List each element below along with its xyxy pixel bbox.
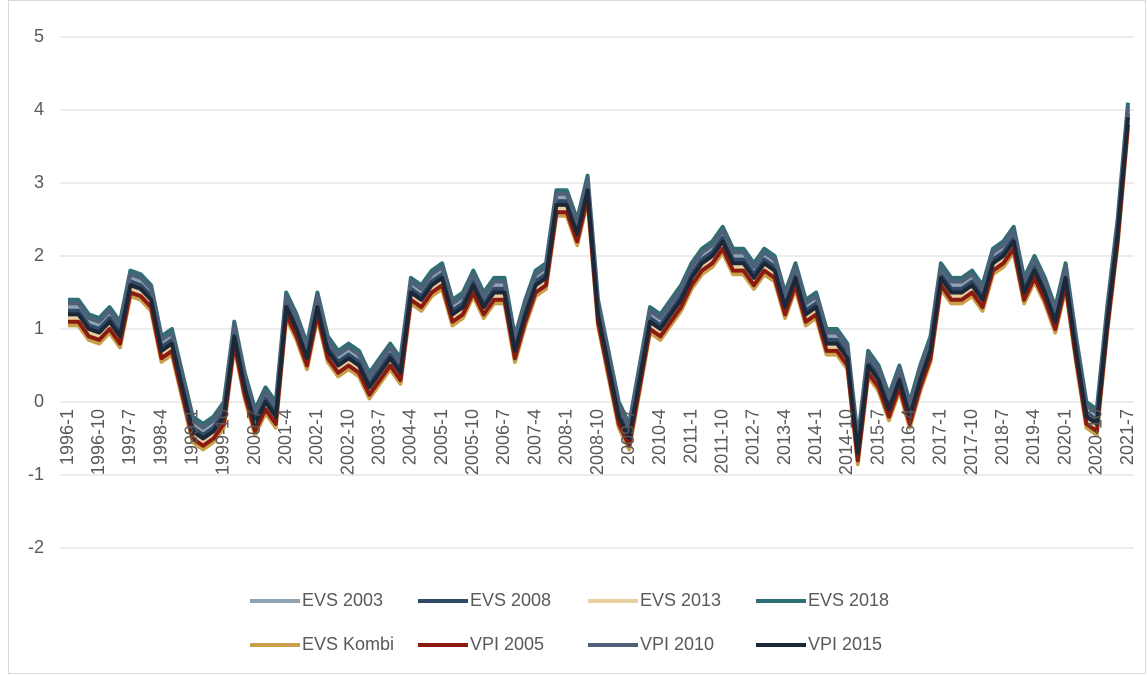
- x-tick-label: 2017-1: [930, 409, 950, 465]
- y-tick-label: 1: [34, 318, 44, 338]
- legend-label: VPI 2015: [808, 634, 882, 654]
- x-tick-label: 2010-4: [649, 409, 669, 465]
- legend-label: EVS Kombi: [302, 634, 394, 654]
- x-tick-label: 2011-10: [711, 409, 731, 474]
- x-tick-label: 2001-4: [275, 409, 295, 465]
- x-tick-label: 1996-1: [57, 409, 77, 465]
- x-tick-label: 2015-7: [867, 409, 887, 465]
- x-tick-label: 2000-7: [244, 409, 264, 465]
- x-tick-label: 2002-10: [337, 409, 357, 475]
- x-tick-label: 2016-4: [899, 409, 919, 465]
- x-tick-label: 2020-10: [1086, 409, 1106, 475]
- y-tick-label: 5: [34, 26, 44, 46]
- x-tick-label: 1998-4: [150, 409, 170, 465]
- x-tick-label: 2018-7: [992, 409, 1012, 465]
- y-tick-label: -2: [28, 537, 44, 557]
- x-tick-label: 2012-7: [743, 409, 763, 465]
- x-tick-label: 2008-1: [556, 409, 576, 465]
- legend-label: EVS 2008: [470, 590, 551, 610]
- legend-label: VPI 2010: [640, 634, 714, 654]
- x-tick-label: 1997-7: [119, 409, 139, 465]
- series-line: [68, 117, 1130, 456]
- x-tick-label: 2021-7: [1117, 409, 1137, 465]
- x-tick-label: 1999-10: [213, 409, 233, 475]
- x-tick-label: 2014-10: [836, 409, 856, 475]
- x-tick-label: 2009-7: [618, 409, 638, 465]
- x-tick-label: 2003-7: [369, 409, 389, 465]
- x-tick-label: 2008-10: [587, 409, 607, 475]
- legend-label: VPI 2005: [470, 634, 544, 654]
- legend-label: EVS 2013: [640, 590, 721, 610]
- y-tick-label: 0: [34, 391, 44, 411]
- x-tick-label: 2004-4: [400, 409, 420, 465]
- x-tick-label: 2013-4: [774, 409, 794, 465]
- legend-label: EVS 2018: [808, 590, 889, 610]
- y-tick-label: 2: [34, 245, 44, 265]
- y-tick-label: -1: [28, 464, 44, 484]
- legend-label: EVS 2003: [302, 590, 383, 610]
- chart-border: [8, 0, 1146, 674]
- x-tick-label: 2002-1: [306, 409, 326, 465]
- y-tick-label: 3: [34, 172, 44, 192]
- x-tick-label: 2019-4: [1023, 409, 1043, 465]
- x-tick-label: 2011-1: [680, 409, 700, 464]
- x-tick-label: 2006-7: [493, 409, 513, 465]
- y-tick-label: 4: [34, 99, 44, 119]
- x-tick-label: 2014-1: [805, 409, 825, 465]
- x-tick-label: 1996-10: [88, 409, 108, 475]
- x-tick-label: 2017-10: [961, 409, 981, 475]
- x-tick-label: 2007-4: [524, 409, 544, 465]
- x-tick-label: 2005-1: [431, 409, 451, 465]
- x-tick-label: 2005-10: [462, 409, 482, 475]
- x-tick-label: 2020-1: [1054, 409, 1074, 465]
- x-tick-label: 1999-1: [181, 409, 201, 465]
